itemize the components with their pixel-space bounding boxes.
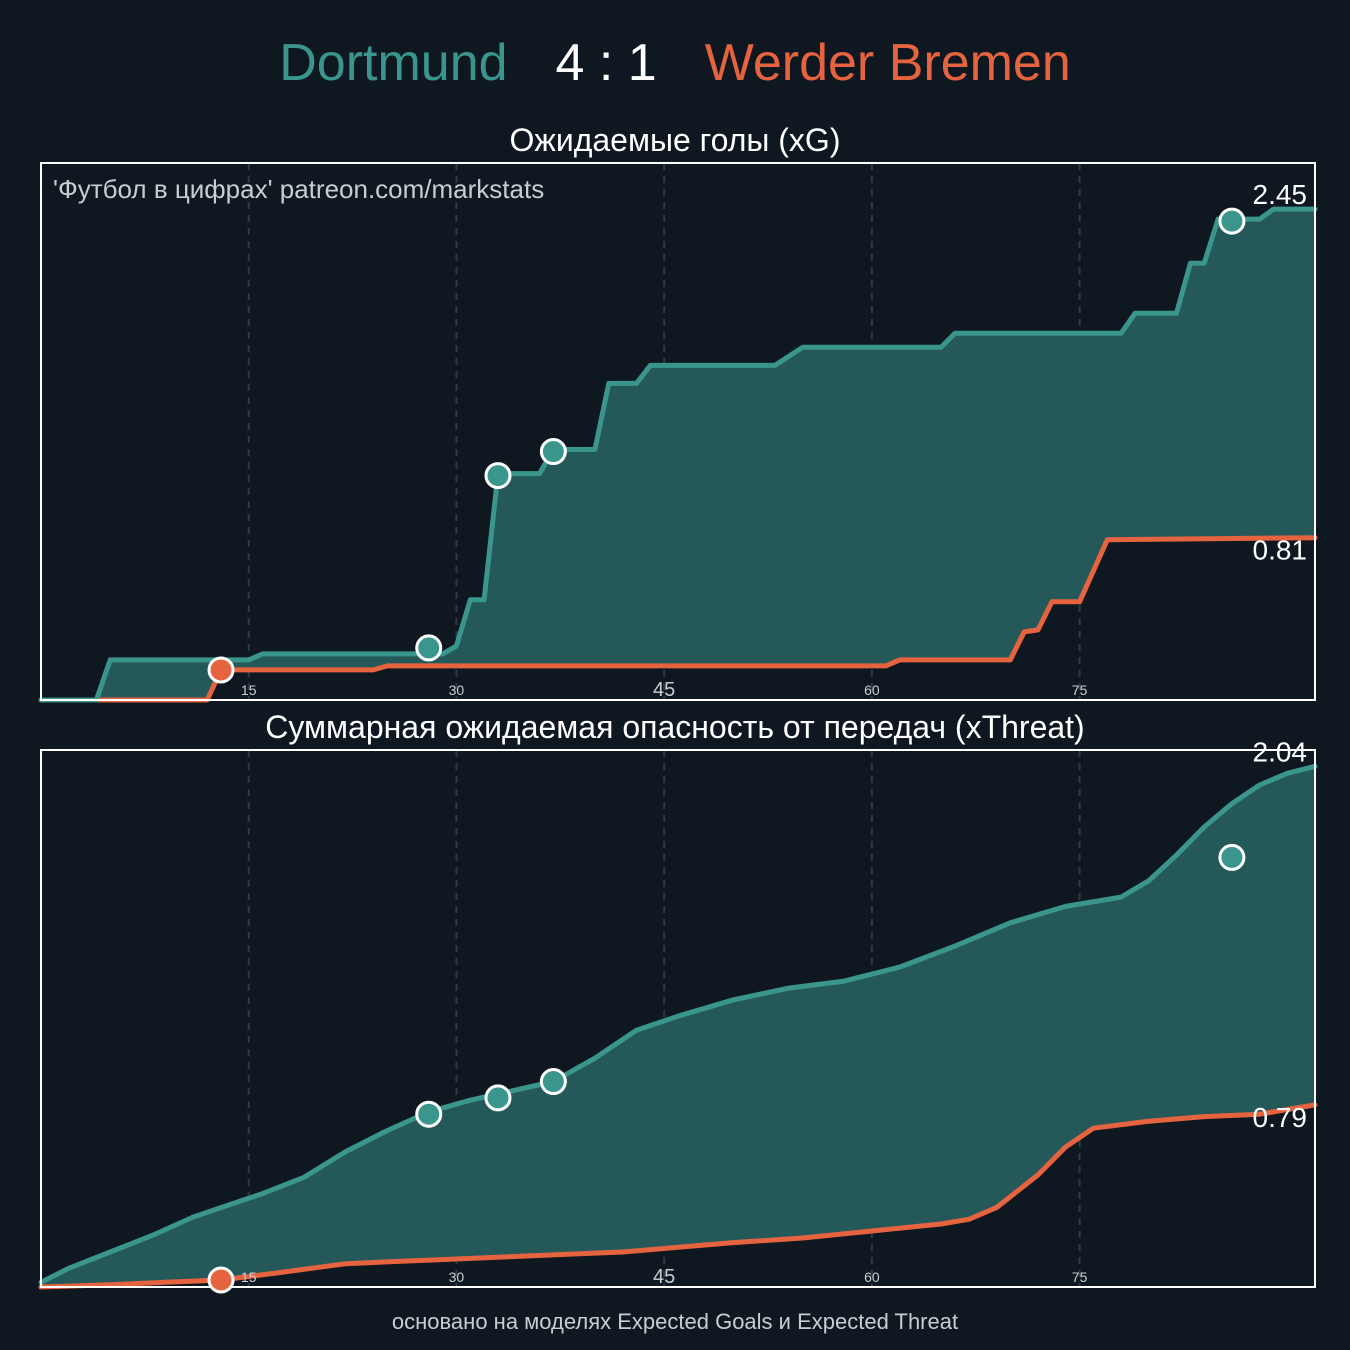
away-goal-marker [207,656,235,684]
x-tick-label: 75 [1072,682,1088,698]
home-series-line [38,206,1318,703]
x-tick-label: 30 [449,682,465,698]
x-tick-label: 45 [653,1266,675,1288]
footer-note: основано на моделях Expected Goals и Exp… [391,1309,959,1334]
x-tick-label: 75 [1072,1269,1088,1285]
home-goal-marker [484,1084,512,1112]
home-goal-marker [415,1100,443,1128]
home-goal-marker [539,438,567,466]
watermark-text: 'Футбол в цифрах' patreon.com/markstats [53,174,544,204]
home-goal-marker [484,462,512,490]
home-goal-marker [415,634,443,662]
home-end-value: 2.04 [1253,736,1308,767]
x-tick-label: 60 [864,1269,880,1285]
xg-difference-area [41,766,1315,1287]
xthreat-chart-title: Суммарная ожидаемая опасность от передач… [265,709,1085,745]
home-goal-marker [539,1068,567,1096]
x-tick-label: 15 [241,1269,257,1285]
xthreat-chart: 15 30 45 60 75 2.04 0.79 [38,736,1318,1294]
home-goal-marker [1218,207,1246,235]
x-tick-label: 15 [241,682,257,698]
home-goal-marker [1218,843,1246,871]
x-tick-label: 45 [653,679,675,701]
xg-chart: 15 30 45 60 75 2.45 0.81 'Футбол в цифрах' patr… [38,162,1318,703]
match-header: Dortmund 4 : 1 Werder Bremen [0,28,1350,98]
away-series-line [38,1102,1318,1290]
away-goal-marker [207,1266,235,1294]
home-team-name: Dortmund [279,34,508,92]
match-score: 4 : 1 [555,34,657,92]
x-tick-label: 60 [864,682,880,698]
home-series-line [38,763,1318,1285]
away-end-value: 0.79 [1253,1102,1308,1133]
away-series-line [38,535,1318,703]
plot-frame [40,162,1316,701]
x-tick-label: 30 [449,1269,465,1285]
plot-frame [40,749,1316,1288]
away-team-name: Werder Bremen [704,34,1071,92]
xg-difference-area [41,209,1315,700]
xg-chart-title: Ожидаемые голы (xG) [509,122,841,158]
home-end-value: 2.45 [1253,179,1308,210]
away-end-value: 0.81 [1253,535,1308,566]
